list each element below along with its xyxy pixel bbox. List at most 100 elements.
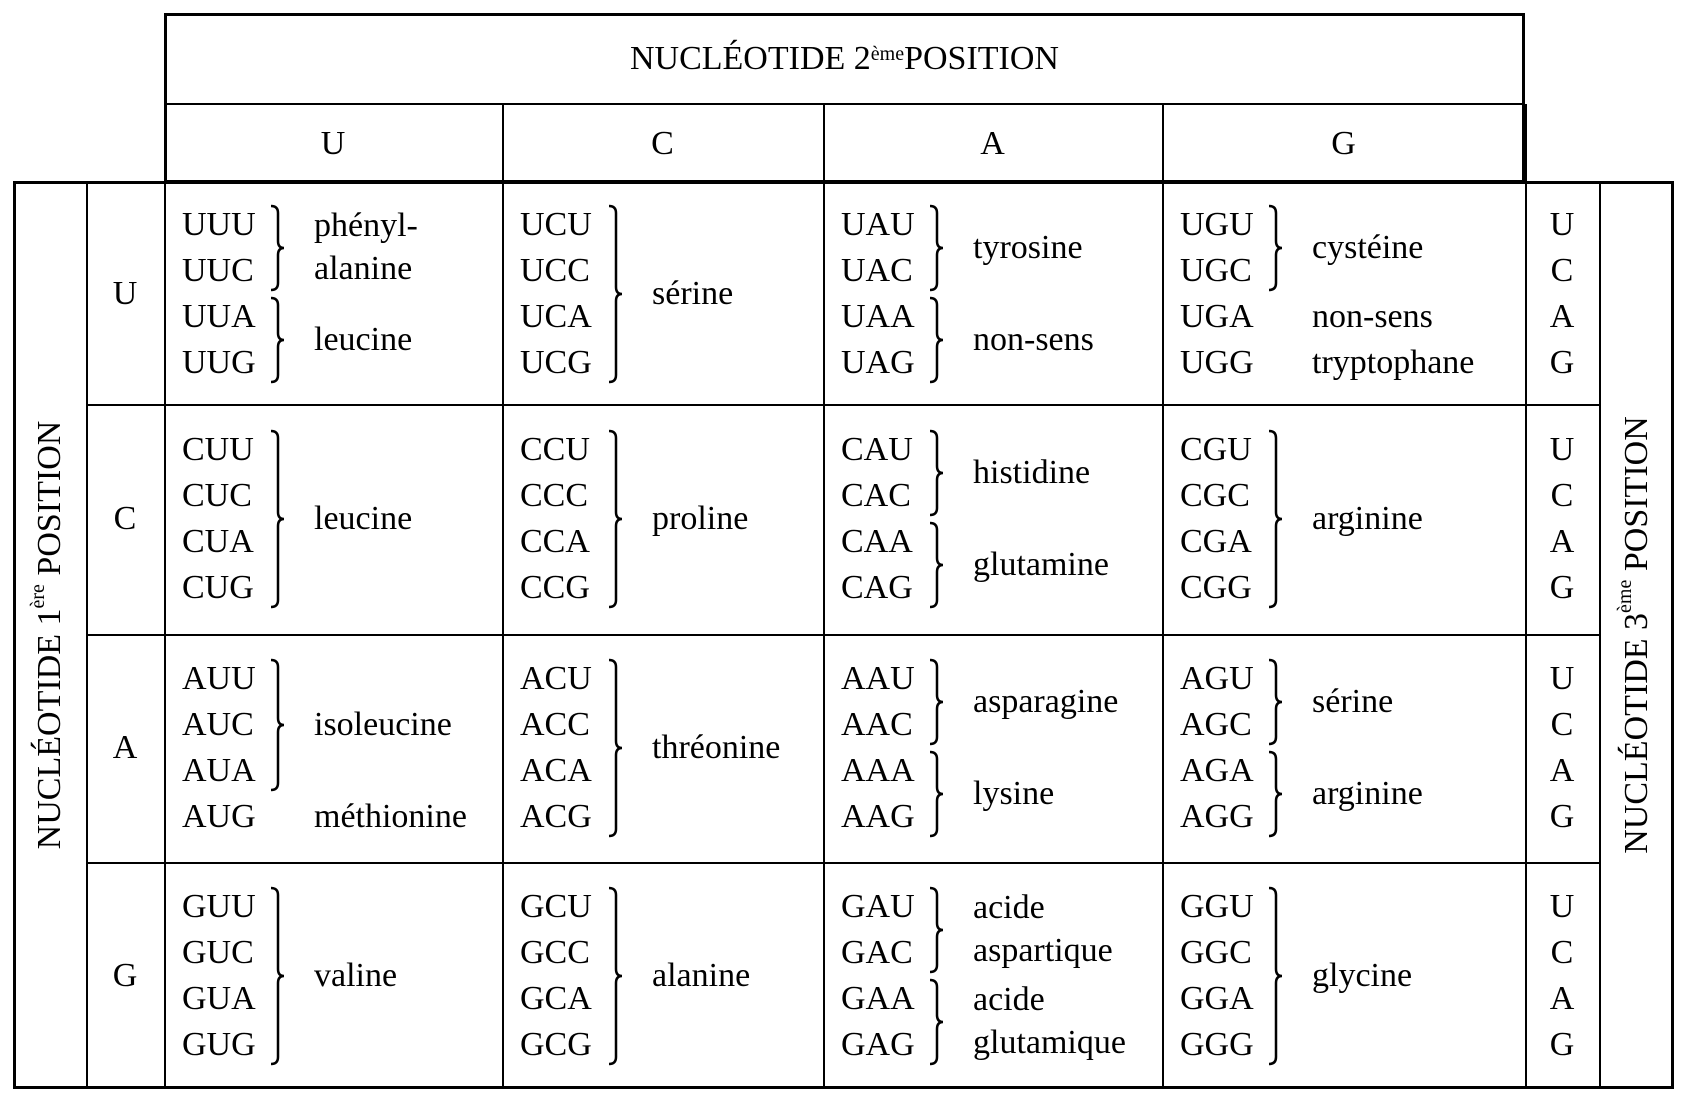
third-position-A: A: [1549, 752, 1575, 789]
codon-UCG: UCG: [520, 343, 592, 381]
codon-UUU: UUU: [182, 205, 256, 243]
codon-AAG: AAG: [841, 798, 915, 835]
curly-brace-icon: [929, 978, 944, 1065]
codon-CGC: CGC: [1180, 477, 1250, 514]
first-position-A: A: [112, 729, 138, 766]
curly-brace-icon: [608, 658, 623, 838]
brace-path: [270, 296, 285, 383]
curly-brace-icon: [270, 204, 285, 291]
codon-AAC: AAC: [841, 706, 913, 743]
column-divider: [823, 104, 825, 1089]
codon-CAA: CAA: [841, 523, 913, 560]
curly-brace-icon: [1268, 204, 1283, 291]
codon-GGC: GGC: [1180, 933, 1252, 971]
codon-AGG: AGG: [1180, 798, 1254, 835]
curly-brace-icon: [929, 658, 944, 746]
label-text: NUCLÉOTIDE 1: [31, 608, 68, 850]
amino-acid-label: acide: [973, 981, 1045, 1018]
third-position-A: A: [1549, 297, 1575, 335]
title-sup: ème: [870, 43, 905, 65]
codon-AUG: AUG: [182, 798, 256, 835]
codon-CAU: CAU: [841, 431, 913, 468]
codon-CUU: CUU: [182, 431, 254, 468]
curly-brace-icon: [608, 429, 623, 609]
codon-GCU: GCU: [520, 887, 592, 925]
amino-acid-label: tryptophane: [1312, 343, 1475, 381]
codon-CGG: CGG: [1180, 569, 1252, 606]
codon-AAU: AAU: [841, 660, 915, 697]
curly-brace-icon: [1268, 886, 1283, 1065]
curly-brace-icon: [929, 204, 944, 291]
label-suffix: POSITION: [31, 420, 68, 585]
column-divider: [1525, 104, 1527, 1089]
codon-UCU: UCU: [520, 205, 592, 243]
brace-path: [929, 296, 944, 383]
amino-acid-label: leucine: [314, 320, 413, 358]
codon-UGG: UGG: [1180, 343, 1254, 381]
second-position-C: C: [651, 125, 674, 162]
brace-path: [1268, 204, 1283, 291]
curly-brace-icon: [270, 296, 285, 383]
brace-path: [929, 429, 944, 517]
third-position-U: U: [1549, 887, 1575, 925]
curly-brace-icon: [929, 750, 944, 838]
second-position-title: NUCLÉOTIDE 2 ème POSITION: [164, 13, 1525, 104]
amino-acid-label: aspartique: [973, 932, 1113, 969]
curly-brace-icon: [1268, 750, 1283, 838]
codon-CGA: CGA: [1180, 523, 1252, 560]
first-position-label: NUCLÉOTIDE 1ère POSITION: [27, 420, 69, 850]
codon-AGC: AGC: [1180, 706, 1252, 743]
curly-brace-icon: [270, 429, 285, 609]
codon-UUA: UUA: [182, 297, 256, 335]
label-suffix: POSITION: [1618, 416, 1655, 580]
codon-UAC: UAC: [841, 251, 913, 289]
brace-path: [929, 978, 944, 1065]
codon-GGU: GGU: [1180, 887, 1254, 925]
third-position-U: U: [1549, 431, 1575, 468]
amino-acid-label: leucine: [314, 500, 413, 537]
brace-path: [929, 658, 944, 746]
curly-brace-icon: [608, 886, 623, 1065]
amino-acid-label: arginine: [1312, 775, 1423, 812]
codon-GCC: GCC: [520, 933, 590, 971]
first-position-G: G: [112, 956, 138, 994]
third-position-G: G: [1549, 1025, 1575, 1063]
codon-UCA: UCA: [520, 297, 592, 335]
codon-CUA: CUA: [182, 523, 254, 560]
title-text: NUCLÉOTIDE 2: [629, 39, 871, 77]
codon-UUC: UUC: [182, 251, 254, 289]
amino-acid-label: histidine: [973, 454, 1091, 491]
curly-brace-icon: [270, 886, 285, 1065]
column-divider: [1162, 104, 1164, 1089]
brace-path: [1268, 429, 1283, 609]
label-sup: ère: [27, 584, 49, 609]
brace-path: [929, 521, 944, 609]
divider: [164, 103, 1525, 105]
amino-acid-label: asparagine: [973, 683, 1119, 720]
brace-path: [608, 658, 623, 838]
brace-path: [1268, 750, 1283, 838]
brace-path: [270, 204, 285, 291]
second-position-U: U: [320, 125, 346, 162]
amino-acid-label: alanine: [314, 250, 413, 287]
codon-GAG: GAG: [841, 1025, 915, 1063]
codon-UGA: UGA: [1180, 297, 1254, 335]
third-position-G: G: [1549, 569, 1575, 606]
codon-GAU: GAU: [841, 887, 915, 925]
column-divider: [1599, 183, 1601, 1089]
amino-acid-label: arginine: [1312, 500, 1423, 537]
brace-path: [608, 886, 623, 1065]
codon-ACU: ACU: [520, 660, 592, 697]
brace-path: [1268, 886, 1283, 1065]
codon-UUG: UUG: [182, 343, 256, 381]
brace-path: [929, 750, 944, 838]
codon-GGG: GGG: [1180, 1025, 1254, 1063]
first-position-U: U: [112, 274, 138, 312]
brace-path: [1268, 658, 1283, 746]
third-position-label: NUCLÉOTIDE 3ème POSITION: [1614, 416, 1656, 854]
brace-path: [608, 204, 623, 383]
label-sup: ème: [1614, 579, 1636, 613]
codon-CUG: CUG: [182, 569, 254, 606]
amino-acid-label: lysine: [973, 775, 1055, 812]
brace-path: [270, 886, 285, 1065]
